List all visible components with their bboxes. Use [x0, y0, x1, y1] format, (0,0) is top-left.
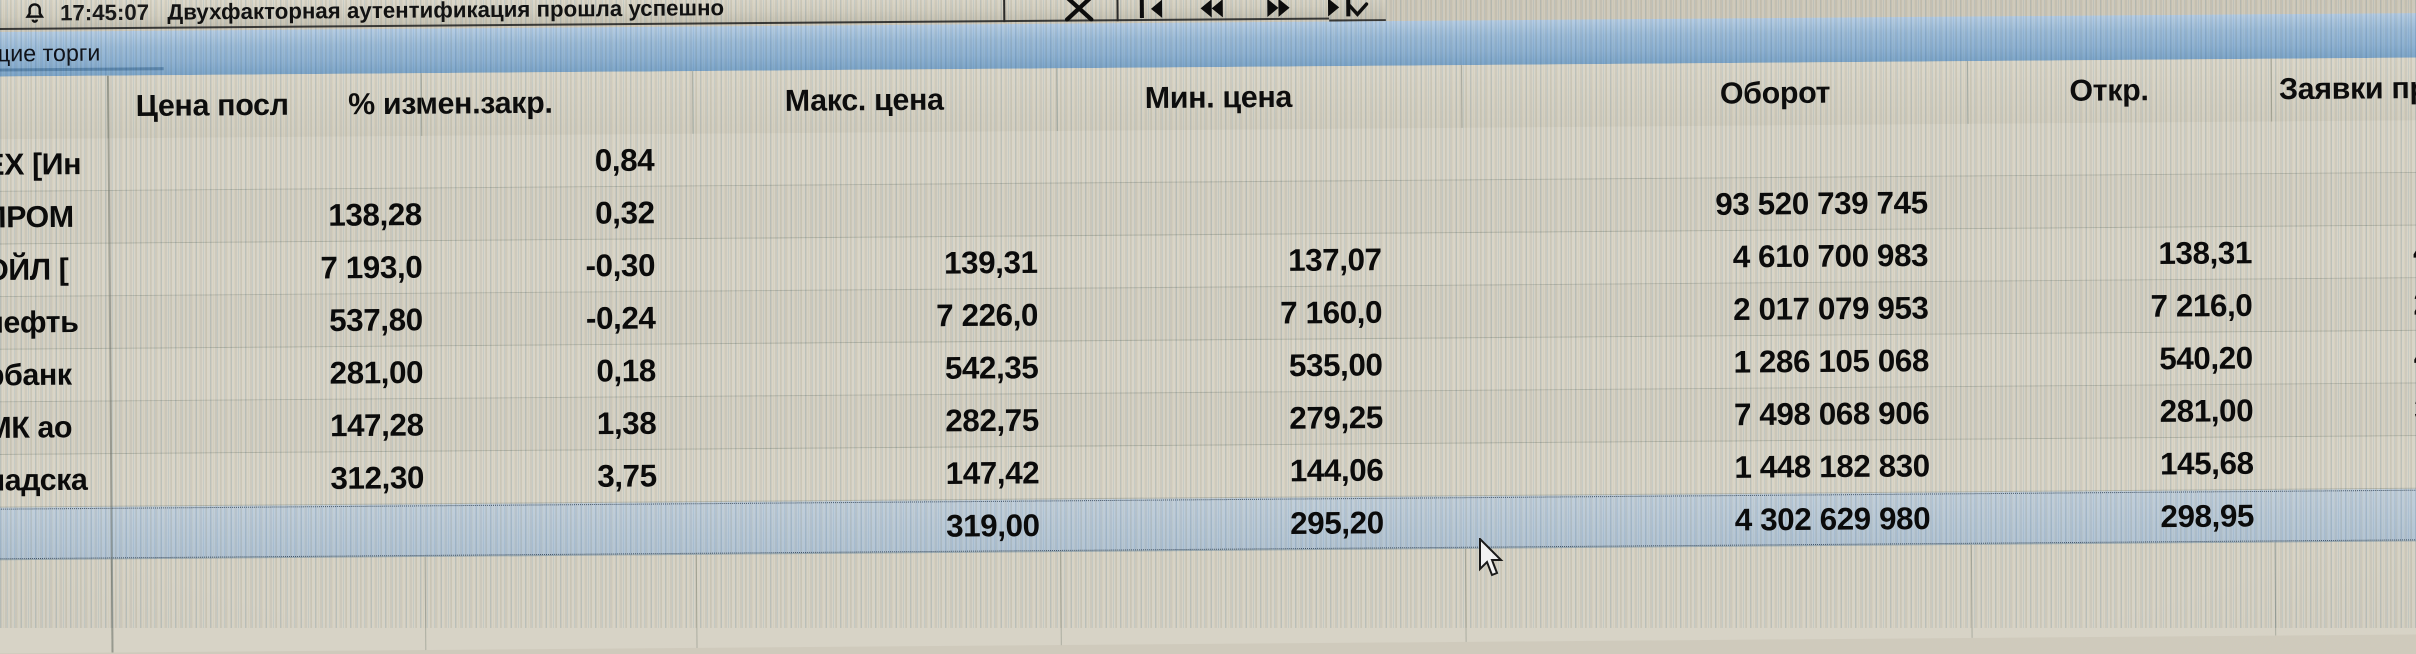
cell-turnover: 2 017 079 953: [1733, 290, 1929, 328]
cell-open: 540,20: [2159, 340, 2253, 377]
cell-last: [108, 136, 436, 191]
cell-open: [1968, 174, 2286, 229]
cell-turnover: 1 286 105 068: [1733, 342, 1930, 380]
cell-last: 138,28: [328, 196, 423, 233]
mouse-pointer-icon: [1478, 536, 1506, 580]
cell-low: [1057, 128, 1412, 183]
cell-low: 137,07: [1287, 241, 1382, 278]
tab-current-trades[interactable]: ущие торги: [0, 39, 101, 67]
cell-high: 7 226,0: [936, 297, 1039, 334]
cell-name: нефть: [0, 305, 79, 340]
cell-turnover: 4 302 629 980: [1734, 500, 1931, 538]
toolbar-divider-0: [1003, 0, 1006, 23]
cell-turnover: 7 498 068 906: [1733, 395, 1930, 433]
last-record-button[interactable]: [1319, 0, 1354, 20]
notification-time: 17:45:07: [59, 0, 150, 26]
cell-turnover: 4 610 700 983: [1732, 237, 1929, 275]
cell-change: 0,84: [594, 142, 655, 179]
cell-open: 298,95: [2160, 498, 2255, 535]
cell-bids: 4: [2413, 338, 2416, 375]
current-trades-table: Цена посл% измен.закр. Макс. цена Мин. цен…: [0, 57, 2416, 654]
cell-last: 281,00: [329, 354, 424, 391]
cell-turnover: 93 520 739 745: [1715, 184, 1928, 222]
cell-open: [1968, 121, 2286, 176]
cell-bids: 4: [2412, 233, 2416, 270]
cell-change: [424, 502, 671, 557]
next-record-button[interactable]: [1258, 0, 1293, 20]
cell-name: ПРОМ: [0, 200, 74, 235]
column-header-bids[interactable]: Заявки пр: [2278, 71, 2416, 107]
cell-last: 537,80: [329, 301, 423, 339]
cell-open: 145,68: [2159, 445, 2254, 482]
cell-low: [1057, 181, 1412, 236]
cell-turnover: 1 448 182 830: [1734, 447, 1930, 485]
cell-change: -0,30: [585, 247, 656, 284]
column-header-high[interactable]: Макс. цена: [784, 83, 944, 118]
cell-high: [692, 131, 1067, 187]
cell-bids: 8: [2274, 488, 2416, 542]
cell-name: ЕХ [Ин: [0, 147, 82, 182]
cell-low: 295,20: [1290, 504, 1384, 542]
first-record-button[interactable]: [1137, 0, 1172, 21]
chevron-down-icon: [1346, 2, 1369, 17]
cell-open: 7 216,0: [2150, 287, 2253, 324]
cell-high: 319,00: [945, 507, 1040, 544]
cell-high: [693, 184, 1068, 240]
cell-name: [0, 507, 111, 561]
cell-last: 7 193,0: [320, 249, 423, 286]
cell-name: падска: [0, 463, 88, 498]
cell-high: 542,35: [944, 349, 1039, 386]
column-header-open[interactable]: Откр.: [2069, 73, 2149, 108]
cell-high: 282,75: [945, 402, 1039, 439]
cell-low: 279,25: [1289, 399, 1384, 436]
cell-low: 7 160,0: [1280, 294, 1383, 331]
notification-message: Двухфакторная аутентификация прошла успе…: [167, 0, 725, 25]
cell-bids: 2: [2413, 286, 2416, 322]
cell-last: 312,30: [330, 459, 425, 496]
cell-change: 3,75: [597, 457, 657, 494]
previous-record-button[interactable]: [1197, 0, 1232, 21]
cell-name: ОЙЛ [: [0, 253, 69, 288]
cell-high: 147,42: [945, 454, 1040, 492]
cell-last: 147,28: [329, 407, 424, 444]
cell-name: МК ао: [0, 410, 73, 446]
cell-last: [110, 504, 438, 559]
cell-change: 0,32: [595, 194, 655, 231]
column-header-turnover[interactable]: Оборот: [1719, 76, 1831, 111]
cell-name: рбанк: [0, 358, 72, 393]
cell-open: 138,31: [2158, 234, 2253, 272]
toolbar-divider-1: [1116, 0, 1119, 22]
cell-bids: 1: [2274, 436, 2416, 490]
skip-to-first-icon: [1139, 0, 1163, 19]
cell-open: 281,00: [2159, 392, 2254, 429]
notification-dropdown-button[interactable]: [1328, 0, 1386, 22]
cell-change: 0,18: [596, 352, 657, 389]
column-header-change[interactable]: % измен.закр.: [348, 86, 553, 122]
skip-to-last-icon: [1327, 0, 1351, 17]
notification-bar: 17:45:07 Двухфакторная аутентификация пр…: [0, 0, 1340, 31]
cell-low: 535,00: [1288, 347, 1383, 384]
cell-bids: 3: [2273, 383, 2416, 437]
cell-bids: [2271, 120, 2416, 174]
close-icon: [1064, 0, 1094, 22]
column-header-low[interactable]: Мин. цена: [1144, 80, 1293, 116]
cell-change: -0,24: [585, 300, 656, 337]
bell-icon: [21, 0, 48, 27]
cell-bids: [2272, 173, 2416, 227]
rewind-icon: [1200, 0, 1223, 18]
cell-high: 139,31: [943, 244, 1038, 281]
cell-change: 1,38: [596, 405, 657, 442]
record-navigation-group: [1137, 0, 1354, 21]
fast-forward-icon: [1267, 0, 1290, 18]
cell-turnover: [1462, 124, 1944, 180]
notification-close-button[interactable]: [1048, 0, 1111, 22]
cell-low: 144,06: [1289, 452, 1384, 489]
